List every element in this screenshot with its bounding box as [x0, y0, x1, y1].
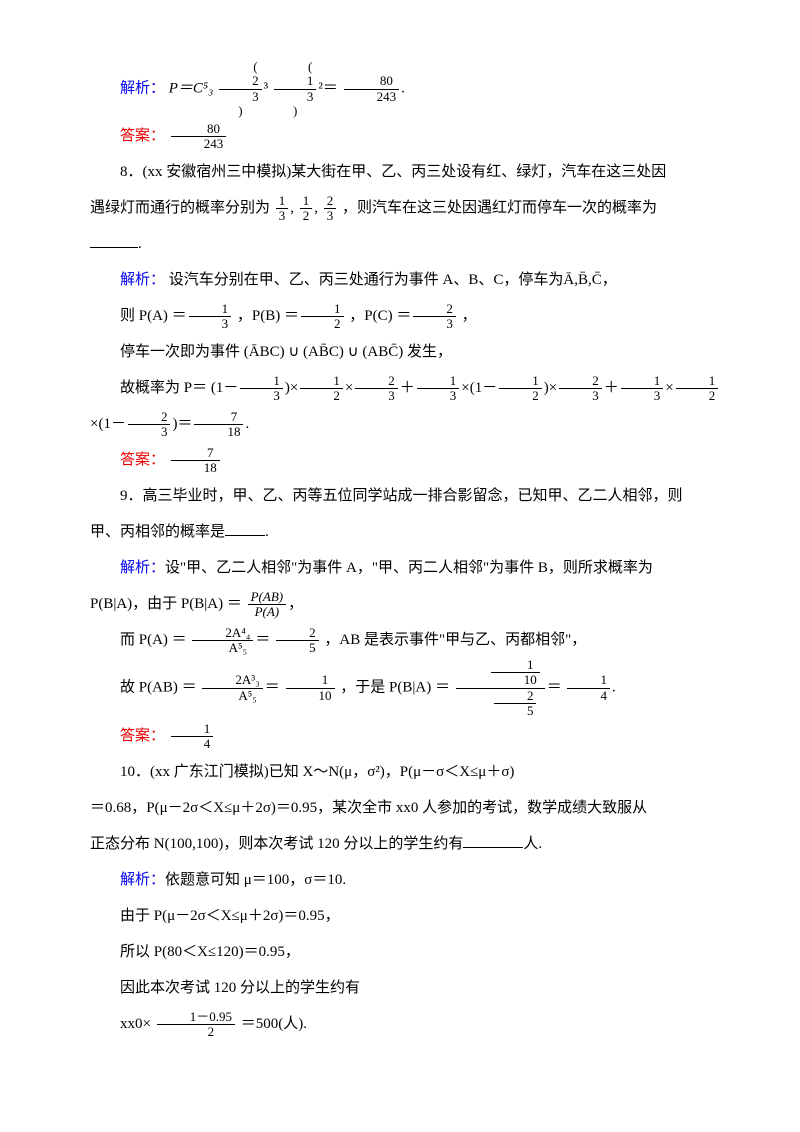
q9-jx2: P(B|A)，由于 P(B|A) ＝ P(AB)P(A)， — [90, 586, 740, 622]
q10-jx1: 解析：依题意可知 μ＝100，σ＝10. — [90, 862, 740, 898]
q10-jx3: 所以 P(80＜X≤120)＝0.95， — [90, 934, 740, 970]
q9-jx4: 故 P(AB) ＝ 2A³₃A⁵₅＝ 110 ，于是 P(B|A) ＝ 110 … — [90, 658, 740, 718]
q9-stem-b: 甲、丙相邻的概率是. — [90, 514, 740, 550]
q7-jx: 解析： P＝C⁵₃ (23)³ (13)²＝ 80243. — [90, 60, 740, 118]
q7-jx-pre: P＝C⁵₃ — [169, 81, 214, 97]
q7-ans-frac: 80243 — [171, 122, 227, 152]
q8-jx3: 停车一次即为事件 (ĀBC) ∪ (AB̄C) ∪ (ABC̄) 发生， — [90, 334, 740, 370]
q9-jx3: 而 P(A) ＝ 2A⁴₄A⁵₅＝ 25 ，AB 是表示事件"甲与乙、丙都相邻"… — [90, 622, 740, 658]
q7-ans: 答案： 80243 — [90, 118, 740, 154]
q8-blank: . — [90, 226, 740, 262]
q9-stem-a: 9．高三毕业时，甲、乙、丙等五位同学站成一排合影留念，已知甲、乙二人相邻，则 — [90, 478, 740, 514]
label-da: 答案： — [120, 128, 165, 144]
q8-jx1: 解析： 设汽车分别在甲、乙、丙三处通行为事件 A、B、C，停车为Ā,B̄,C̄， — [90, 262, 740, 298]
q7-f2: (13) — [274, 60, 317, 118]
q10-jx5: xx0× 1－0.952 ＝500(人). — [90, 1006, 740, 1042]
q9-ans: 答案： 14 — [90, 718, 740, 754]
q10-stem-a: 10．(xx 广东江门模拟)已知 X～N(μ，σ²)，P(μ－σ＜X≤μ＋σ) — [90, 754, 740, 790]
q8-stem-a: 8．(xx 安徽宿州三中模拟)某大街在甲、乙、丙三处设有红、绿灯，汽车在这三处因 — [90, 154, 740, 190]
q8-stem-b: 遇绿灯而通行的概率分别为 13, 12, 23 ，则汽车在这三处因遇红灯而停车一… — [90, 190, 740, 226]
q8-jx2: 则 P(A) ＝13 ，P(B) ＝12 ，P(C) ＝23 ， — [90, 298, 740, 334]
q8-ans: 答案： 718 — [90, 442, 740, 478]
label-jx: 解析： — [120, 81, 165, 97]
q7-f3: 80243 — [344, 74, 400, 104]
q10-stem-b: ＝0.68，P(μ－2σ＜X≤μ＋2σ)＝0.95，某次全市 xx0 人参加的考… — [90, 790, 740, 826]
q9-bigfrac: 110 25 — [456, 658, 545, 718]
q8-jx4: 故概率为 P＝ (1－13)×12×23＋13×(1－12)×23＋13×12×… — [90, 370, 740, 442]
q9-jx1: 解析：设"甲、乙二人相邻"为事件 A，"甲、丙二人相邻"为事件 B，则所求概率为 — [90, 550, 740, 586]
q10-jx2: 由于 P(μ－2σ＜X≤μ＋2σ)＝0.95， — [90, 898, 740, 934]
q10-stem-c: 正态分布 N(100,100)，则本次考试 120 分以上的学生约有人. — [90, 826, 740, 862]
q7-f1: (23) — [219, 60, 262, 118]
q10-jx4: 因此本次考试 120 分以上的学生约有 — [90, 970, 740, 1006]
